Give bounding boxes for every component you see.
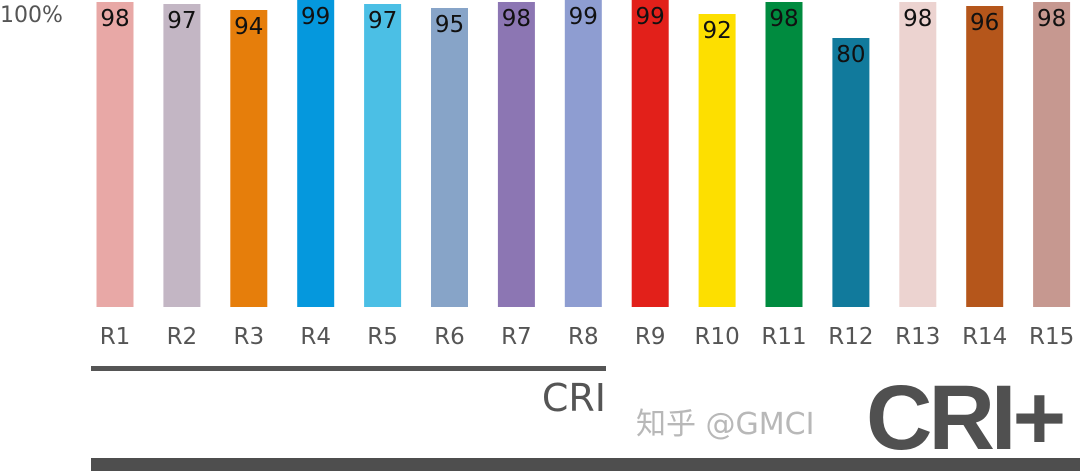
- data-label-R12: 80: [836, 42, 865, 68]
- data-label-R8: 99: [569, 4, 598, 30]
- watermark: 知乎 @GMCI: [636, 407, 815, 442]
- x-tick-R12: R12: [828, 324, 873, 350]
- x-tick-R15: R15: [1029, 324, 1074, 350]
- bar-R13: [899, 2, 937, 307]
- bar-R8: [564, 0, 602, 307]
- x-tick-R1: R1: [100, 324, 131, 350]
- bar-R5: [364, 4, 402, 307]
- data-label-R9: 99: [636, 4, 665, 30]
- data-label-R4: 99: [301, 4, 330, 30]
- bar-R6: [431, 8, 468, 307]
- x-tick-R4: R4: [300, 324, 331, 350]
- x-tick-R9: R9: [635, 324, 666, 350]
- data-label-R14: 96: [970, 10, 999, 36]
- x-tick-R8: R8: [568, 324, 599, 350]
- bar-R12: [832, 38, 870, 307]
- x-tick-R6: R6: [434, 324, 465, 350]
- cri-group-line: [91, 366, 606, 371]
- data-label-R7: 98: [502, 6, 531, 32]
- data-label-R6: 95: [435, 12, 464, 38]
- cri-plus-group-line: [91, 458, 1080, 471]
- x-tick-R14: R14: [962, 324, 1007, 350]
- x-tick-R7: R7: [501, 324, 532, 350]
- data-label-R13: 98: [903, 6, 932, 32]
- bar-R11: [765, 2, 803, 307]
- x-tick-R2: R2: [167, 324, 198, 350]
- bar-R10: [698, 14, 736, 307]
- bars-svg: 98 R1 97 R2 94 R3 99 R4 97 R5 95 R6 98 R7 99 R8 99 R9 92 R1…: [96, 0, 1074, 350]
- x-tick-R10: R10: [694, 324, 739, 350]
- bar-R1: [96, 2, 134, 307]
- cri-plus-group-label: CRI+: [866, 367, 1066, 469]
- data-label-R10: 92: [702, 18, 731, 44]
- y-tick-100: 100%: [0, 3, 63, 28]
- x-tick-R3: R3: [233, 324, 264, 350]
- data-label-R2: 97: [167, 8, 196, 34]
- bar-R14: [966, 6, 1004, 307]
- data-label-R11: 98: [769, 6, 798, 32]
- bar-R4: [297, 0, 335, 307]
- bar-R3: [230, 10, 268, 307]
- data-label-R15: 98: [1037, 6, 1066, 32]
- x-tick-R5: R5: [367, 324, 398, 350]
- x-tick-R13: R13: [895, 324, 940, 350]
- bar-R15: [1033, 2, 1071, 307]
- data-label-R5: 97: [368, 8, 397, 34]
- data-label-R3: 94: [234, 14, 263, 40]
- data-label-R1: 98: [100, 6, 129, 32]
- x-tick-R11: R11: [761, 324, 806, 350]
- bar-R9: [631, 0, 669, 307]
- bar-R2: [163, 4, 201, 307]
- cri-group-label: CRI: [541, 376, 606, 420]
- bar-R7: [497, 2, 535, 307]
